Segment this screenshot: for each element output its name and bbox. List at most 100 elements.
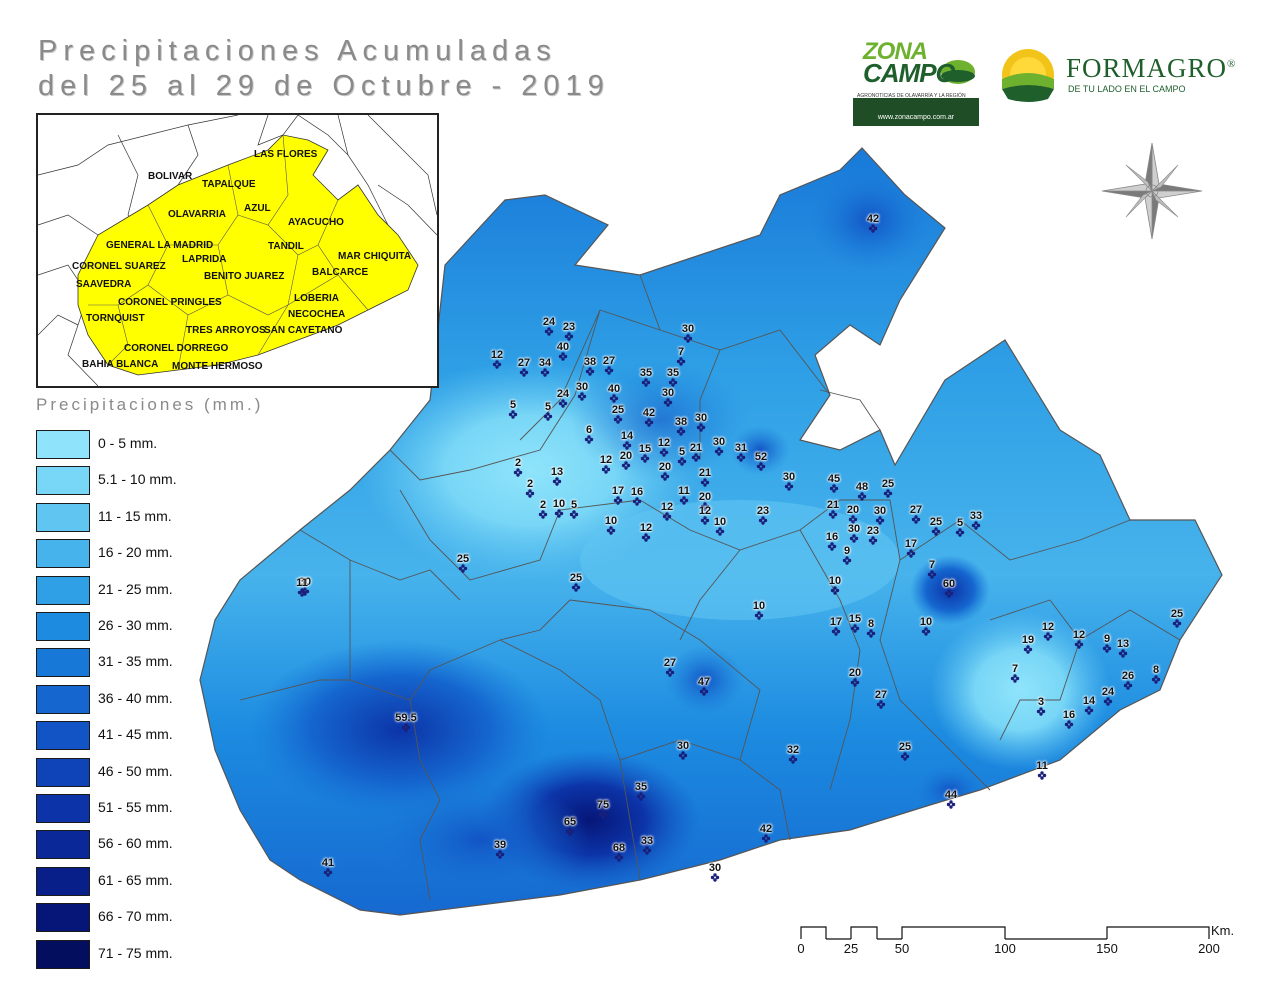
station-value-label: 7 (928, 559, 936, 571)
station-marker-icon (931, 527, 941, 536)
station-marker-icon (868, 536, 878, 545)
station-value-label: 12 (1072, 629, 1086, 641)
station-value-label: 20 (848, 667, 862, 679)
station-marker-icon (1074, 640, 1084, 649)
inset-partido-label: BENITO JUAREZ (204, 271, 285, 282)
station-marker-icon (1023, 645, 1033, 654)
station-value-label: 30 (847, 523, 861, 535)
station-marker-icon (1084, 706, 1094, 715)
station-markers (297, 224, 1182, 882)
station-marker-icon (1036, 707, 1046, 716)
station-marker-icon (538, 510, 548, 519)
legend-label: 66 - 70 mm. (98, 908, 173, 925)
station-marker-icon (756, 462, 766, 471)
station-value-label: 11 (1036, 760, 1048, 772)
station-value-label: 25 (569, 572, 583, 584)
inset-partido-label: CORONEL DORREGO (124, 343, 229, 354)
station-value-label: 20 (619, 450, 633, 462)
inset-partido-label: AYACUCHO (288, 217, 344, 228)
station-marker-icon (662, 512, 672, 521)
station-value-label: 5 (509, 399, 517, 411)
station-value-label: 23 (866, 525, 880, 537)
station-marker-icon (906, 549, 916, 558)
legend-swatch (36, 430, 90, 459)
highlighted-region (77, 134, 419, 376)
station-value-label: 10 (713, 516, 727, 528)
station-marker-icon (866, 629, 876, 638)
inset-partido-label: AZUL (244, 203, 271, 214)
station-value-label: 30 (873, 505, 887, 517)
station-value-label: 30 (782, 471, 796, 483)
station-value-label: 5 (544, 401, 552, 413)
station-marker-icon (660, 472, 670, 481)
legend-item: 21 - 25 mm. (36, 575, 286, 612)
station-value-label: 24 (556, 388, 570, 400)
legend-label: 26 - 30 mm. (98, 617, 173, 633)
inset-partido-label: LOBERIA (294, 293, 339, 304)
station-marker-icon (659, 448, 669, 457)
legend-swatch (36, 575, 90, 605)
legend-label: 31 - 35 mm. (98, 653, 173, 670)
station-marker-icon (644, 418, 654, 427)
inset-partido-label: LAS FLORES (254, 149, 318, 160)
station-value-label: 20 (698, 491, 712, 503)
scale-tick-label: 25 (843, 941, 859, 956)
legend-label: 36 - 40 mm. (98, 689, 173, 706)
partido-boundaries (239, 274, 1181, 901)
inset-partido-label: OLAVARRIA (168, 209, 226, 220)
station-value-label: 32 (786, 744, 800, 756)
station-marker-icon (700, 502, 710, 511)
formagro-name: FORMAGRO® (1066, 53, 1237, 83)
station-marker-icon (614, 853, 624, 862)
inset-partido-label: TRES ARROYOS (186, 325, 266, 336)
station-marker-icon (900, 752, 910, 761)
legend-swatch (36, 612, 90, 641)
legend-swatch (36, 757, 90, 787)
station-value-label: 17 (904, 538, 918, 550)
zonacampo-tagline: AGRONOTICIAS DE OLAVARRÍA Y LA REGIÓN (857, 93, 966, 99)
station-value-label: 12 (657, 437, 671, 449)
station-marker-icon (827, 542, 837, 551)
station-marker-icon (564, 332, 574, 341)
station-marker-icon (676, 357, 686, 366)
station-marker-icon (883, 489, 893, 498)
station-marker-icon (1102, 644, 1112, 653)
station-value-label: 12 (599, 454, 613, 466)
station-marker-icon (458, 564, 468, 573)
legend-label: 71 - 75 mm. (98, 944, 173, 961)
station-marker-icon (828, 510, 838, 519)
legend-label: 5.1 - 10 mm. (98, 471, 177, 488)
station-marker-icon (1037, 771, 1047, 780)
station-marker-icon (1043, 632, 1053, 641)
station-marker-icon (558, 399, 568, 408)
legend-label: 56 - 60 mm. (98, 835, 173, 852)
station-value-label: 42 (866, 213, 880, 225)
inset-partido-label: TAPALQUE (202, 179, 256, 190)
station-marker-icon (946, 800, 956, 809)
station-value-label: 9 (843, 545, 851, 557)
inset-partido-label: MAR CHIQUITA (338, 251, 412, 262)
station-value-label: 45 (827, 473, 841, 485)
inset-partido-label: SAN CAYETANO (264, 325, 343, 336)
station-value-label: 75 (596, 799, 610, 811)
station-marker-icon (696, 423, 706, 432)
station-marker-icon (683, 334, 693, 343)
station-marker-icon (609, 394, 619, 403)
station-value-label: 68 (612, 842, 626, 854)
station-value-label: 21 (698, 467, 712, 479)
station-marker-icon (613, 415, 623, 424)
station-value-label: 17 (611, 485, 625, 497)
station-value-label: 9 (1103, 633, 1111, 645)
station-value-label: 10 (552, 498, 566, 510)
station-marker-icon (569, 510, 579, 519)
station-value-label: 5 (956, 517, 964, 529)
station-value-label: 12 (1041, 621, 1055, 633)
station-value-label: 8 (867, 618, 875, 630)
legend-item: 11 - 15 mm. (36, 502, 286, 539)
station-value-label: 3 (1037, 696, 1045, 708)
legend-label: 21 - 25 mm. (98, 580, 173, 597)
station-value-label: 25 (611, 404, 625, 416)
station-value-label: 16 (825, 531, 839, 543)
zonacampo-logo: ZONA CAMPO AGRONOTICIAS DE OLAVARRÍA Y L… (853, 38, 979, 128)
inset-partido-label: GENERAL LA MADRID (106, 240, 214, 251)
